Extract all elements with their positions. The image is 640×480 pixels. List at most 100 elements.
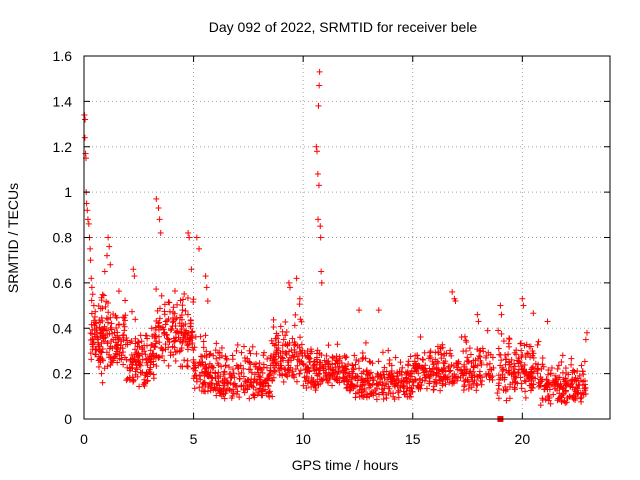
data-point (115, 336, 122, 343)
data-point (179, 307, 186, 314)
data-point (348, 381, 355, 388)
data-point (485, 370, 492, 377)
data-point (278, 354, 285, 361)
data-point (196, 384, 203, 391)
data-point (510, 375, 517, 382)
data-point (190, 347, 197, 354)
data-point (498, 357, 505, 364)
data-point (544, 393, 551, 400)
data-point (500, 387, 507, 394)
data-point (582, 391, 589, 398)
data-point (397, 359, 404, 366)
data-point (325, 342, 332, 349)
grid (84, 56, 610, 419)
data-point (156, 315, 163, 322)
data-point (292, 311, 299, 318)
data-point (534, 341, 541, 348)
data-point (524, 350, 531, 357)
data-point (200, 344, 207, 351)
data-point (169, 323, 176, 330)
data-point (231, 374, 238, 381)
data-point (253, 350, 260, 357)
data-point (122, 312, 129, 319)
data-point (128, 338, 135, 345)
data-point (341, 362, 348, 369)
data-point (378, 373, 385, 380)
data-point (379, 382, 386, 389)
data-point (335, 368, 342, 375)
data-point (409, 388, 416, 395)
data-point (302, 378, 309, 385)
data-point (120, 361, 127, 368)
data-point (369, 360, 376, 367)
y-tick-label: 0.6 (53, 275, 73, 291)
data-point (314, 170, 321, 177)
data-point (132, 371, 139, 378)
data-point (386, 357, 393, 364)
data-point (220, 371, 227, 378)
data-point (105, 309, 112, 316)
data-point (460, 363, 467, 370)
data-point (150, 371, 157, 378)
data-point (155, 322, 162, 329)
data-point (336, 363, 343, 370)
data-point (161, 357, 168, 364)
data-point (522, 394, 529, 401)
data-point (291, 322, 298, 329)
data-point (237, 362, 244, 369)
data-point (81, 134, 88, 141)
data-point (470, 368, 477, 375)
data-point (334, 360, 341, 367)
data-point (547, 370, 554, 377)
data-point (152, 343, 159, 350)
data-point (102, 303, 109, 310)
data-point (159, 353, 166, 360)
data-point (277, 323, 284, 330)
data-point (409, 373, 416, 380)
data-point (87, 330, 94, 337)
data-point (522, 378, 529, 385)
data-point (215, 362, 222, 369)
data-point (295, 352, 302, 359)
data-point (559, 352, 566, 359)
data-point (394, 389, 401, 396)
data-point (528, 384, 535, 391)
data-point (505, 367, 512, 374)
data-point (359, 349, 366, 356)
data-point (129, 308, 136, 315)
data-point (310, 376, 317, 383)
data-point (161, 301, 168, 308)
data-point (421, 349, 428, 356)
data-point (174, 301, 181, 308)
data-point (390, 390, 397, 397)
data-point (541, 383, 548, 390)
data-point (132, 335, 139, 342)
data-point (582, 384, 589, 391)
data-point (270, 368, 277, 375)
data-point (329, 382, 336, 389)
data-point (484, 361, 491, 368)
data-point (170, 335, 177, 342)
data-point (265, 383, 272, 390)
data-point (469, 374, 476, 381)
data-point (247, 360, 254, 367)
data-point (439, 368, 446, 375)
data-point (155, 323, 162, 330)
chart-title: Day 092 of 2022, SRMTID for receiver bel… (209, 19, 478, 35)
data-point (289, 335, 296, 342)
data-point (532, 375, 539, 382)
data-point (366, 358, 373, 365)
data-point (230, 370, 237, 377)
data-point (153, 195, 160, 202)
data-point (420, 356, 427, 363)
data-point (412, 377, 419, 384)
data-point (137, 332, 144, 339)
data-point (323, 352, 330, 359)
data-point (99, 291, 106, 298)
data-point (270, 374, 277, 381)
data-point (296, 370, 303, 377)
data-point (113, 351, 120, 358)
data-point (411, 368, 418, 375)
data-point (98, 314, 105, 321)
data-point (521, 361, 528, 368)
